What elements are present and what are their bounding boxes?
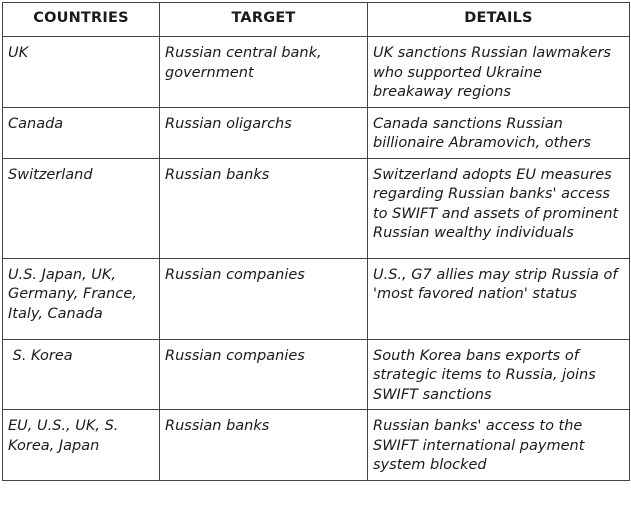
cell-details: U.S., G7 allies may strip Russia of 'mos… [367,257,630,340]
cell-target: Russian central bank, government [159,36,368,108]
table-row: S. Korea Russian companies South Korea b… [2,338,630,410]
table-row: Switzerland Russian banks Switzerland ad… [2,157,630,259]
table-row: Canada Russian oligarchs Canada sanction… [2,106,630,159]
cell-details: UK sanctions Russian lawmakers who suppo… [367,36,630,108]
header-countries: COUNTRIES [2,2,160,37]
cell-target: Russian banks [159,157,368,259]
cell-countries: UK [2,36,160,108]
cell-countries: Switzerland [2,157,160,259]
cell-details: Canada sanctions Russian billionaire Abr… [367,106,630,159]
cell-countries: Canada [2,106,160,159]
sanctions-table: COUNTRIES TARGET DETAILS UK Russian cent… [2,2,630,481]
table-row: U.S. Japan, UK, Germany, France, Italy, … [2,257,630,340]
cell-details: South Korea bans exports of strategic it… [367,338,630,410]
header-row: COUNTRIES TARGET DETAILS [2,2,630,37]
cell-countries: U.S. Japan, UK, Germany, France, Italy, … [2,257,160,340]
cell-countries: S. Korea [2,338,160,410]
table-row: UK Russian central bank, government UK s… [2,36,630,108]
cell-details: Switzerland adopts EU measures regarding… [367,157,630,259]
header-target: TARGET [159,2,368,37]
table-row: EU, U.S., UK, S. Korea, Japan Russian ba… [2,409,630,481]
cell-countries: EU, U.S., UK, S. Korea, Japan [2,409,160,481]
cell-target: Russian companies [159,338,368,410]
cell-target: Russian companies [159,257,368,340]
cell-details: Russian banks' access to the SWIFT inter… [367,409,630,481]
cell-target: Russian banks [159,409,368,481]
header-details: DETAILS [367,2,630,37]
cell-target: Russian oligarchs [159,106,368,159]
